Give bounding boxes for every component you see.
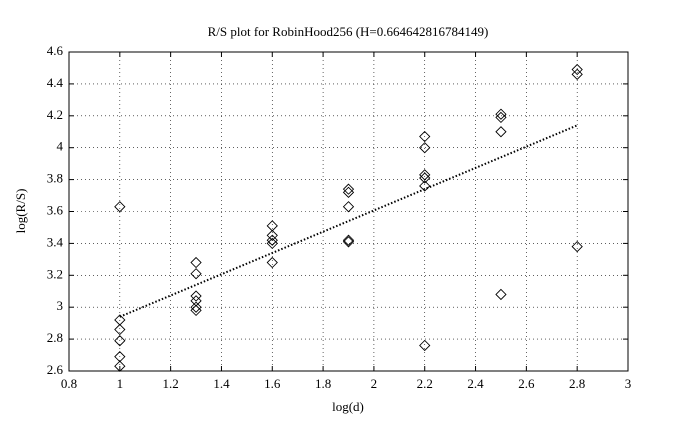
y-tick-label: 4.6 xyxy=(47,43,64,58)
point xyxy=(571,63,583,76)
x-tick-label: 2.2 xyxy=(417,376,433,391)
x-tick-label: 1.8 xyxy=(315,376,331,391)
point xyxy=(342,234,355,246)
point xyxy=(190,304,202,317)
point xyxy=(419,172,431,184)
point xyxy=(419,169,431,181)
y-axis-label: log(R/S) xyxy=(13,189,28,234)
point xyxy=(266,237,278,250)
point xyxy=(266,220,278,232)
point xyxy=(342,183,355,195)
point xyxy=(190,268,202,280)
y-tick-label: 3.2 xyxy=(47,266,63,281)
point xyxy=(419,142,431,154)
point xyxy=(190,256,202,269)
y-tick-label: 3 xyxy=(57,298,64,313)
x-tick-label: 1.4 xyxy=(213,376,230,391)
point xyxy=(495,111,507,124)
point xyxy=(571,68,583,80)
point xyxy=(114,360,126,372)
point xyxy=(495,126,507,138)
point xyxy=(266,256,278,269)
point xyxy=(571,240,583,253)
y-tick-label: 2.8 xyxy=(47,330,63,345)
point xyxy=(190,301,202,313)
point xyxy=(266,229,278,242)
point xyxy=(419,130,431,143)
point xyxy=(114,335,126,347)
point xyxy=(266,234,278,246)
x-tick-label: 1 xyxy=(117,376,124,391)
point xyxy=(419,180,431,192)
fit-line xyxy=(119,124,578,318)
chart-title: R/S plot for RobinHood256 (H=0.664642816… xyxy=(208,24,489,39)
point xyxy=(342,236,355,248)
y-tick-label: 3.4 xyxy=(47,234,64,249)
point xyxy=(495,108,507,120)
point xyxy=(342,186,355,198)
x-tick-label: 2.6 xyxy=(518,376,535,391)
x-tick-label: 2 xyxy=(371,376,378,391)
y-tick-label: 2.6 xyxy=(47,362,64,377)
x-tick-label: 0.8 xyxy=(61,376,77,391)
y-tick-label: 3.6 xyxy=(47,202,64,217)
x-tick-label: 1.6 xyxy=(264,376,281,391)
point xyxy=(114,323,126,336)
y-tick-label: 4 xyxy=(57,139,64,154)
y-tick-label: 3.8 xyxy=(47,171,63,186)
y-tick-label: 4.4 xyxy=(47,75,64,90)
point xyxy=(114,201,126,213)
point xyxy=(419,339,431,352)
x-tick-label: 1.2 xyxy=(163,376,179,391)
x-tick-label: 2.4 xyxy=(467,376,484,391)
y-tick-label: 4.2 xyxy=(47,107,63,122)
x-tick-label: 2.8 xyxy=(569,376,585,391)
x-axis-label: log(d) xyxy=(332,399,364,414)
point xyxy=(190,290,202,302)
point xyxy=(495,288,507,301)
point xyxy=(342,201,355,213)
x-tick-label: 3 xyxy=(625,376,632,391)
